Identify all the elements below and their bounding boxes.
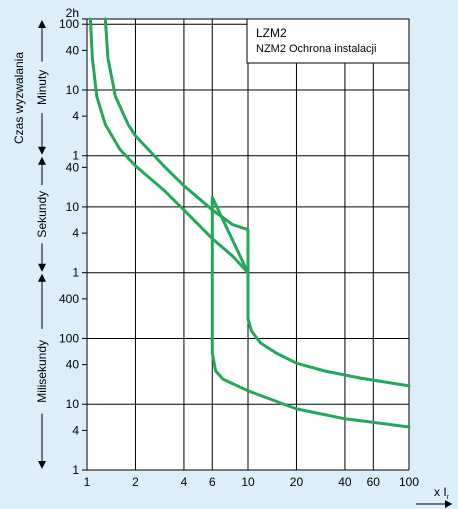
y-tick-label: 10 bbox=[66, 83, 80, 97]
unit-arrow-up bbox=[38, 20, 46, 28]
y-axis-label: Czas wyzwalania bbox=[12, 52, 26, 144]
x-tick-label: 20 bbox=[290, 475, 304, 489]
y-tick-label: 100 bbox=[59, 331, 79, 345]
y-tick-label: 4 bbox=[72, 423, 79, 437]
y-tick-label: 1 bbox=[72, 149, 79, 163]
legend-line-2: NZM2 Ochrona instalacji bbox=[256, 43, 376, 55]
y-tick-label: 400 bbox=[59, 292, 79, 306]
x-axis-label-main: x I bbox=[434, 485, 447, 499]
x-tick-label: 10 bbox=[241, 475, 255, 489]
y-tick-label: 100 bbox=[59, 17, 79, 31]
x-axis-label-sub: r bbox=[447, 494, 450, 501]
unit-label: Minuty bbox=[35, 70, 49, 105]
x-tick-labels: 1 2 4 6 10 20 40 60 100 bbox=[84, 475, 420, 489]
trip-curve-2 bbox=[88, 17, 411, 429]
unit-arrow-down bbox=[38, 263, 46, 272]
y-tick-label: 2h bbox=[66, 6, 79, 20]
curves bbox=[88, 17, 411, 429]
x-tick-label: 4 bbox=[181, 475, 188, 489]
time-unit-labels: Minuty Sekundy Milisekundy bbox=[35, 20, 49, 469]
legend: LZM2 NZM2 Ochrona instalacji bbox=[246, 18, 410, 64]
x-tick-label: 6 bbox=[209, 475, 216, 489]
legend-box bbox=[246, 18, 410, 64]
y-tick-label: 10 bbox=[66, 200, 80, 214]
y-tick-label: 4 bbox=[72, 109, 79, 123]
x-axis-label: x Ir bbox=[416, 485, 452, 508]
legend-line-1: LZM2 bbox=[256, 26, 287, 40]
y-tick-label: 40 bbox=[66, 160, 80, 174]
unit-arrow-down bbox=[38, 461, 46, 469]
unit-arrow-up bbox=[38, 273, 46, 282]
y-tick-label: 4 bbox=[72, 226, 79, 240]
x-tick-label: 1 bbox=[84, 475, 91, 489]
y-tick-label: 40 bbox=[66, 43, 80, 57]
x-tick-label: 2 bbox=[132, 475, 139, 489]
x-tick-label: 60 bbox=[367, 475, 381, 489]
y-tick-label: 1 bbox=[72, 266, 79, 280]
trip-curve-1 bbox=[103, 17, 411, 388]
y-tick-label: 10 bbox=[66, 397, 80, 411]
svg-text:x Ir: x Ir bbox=[434, 485, 450, 501]
x-axis-arrow-head bbox=[445, 500, 452, 508]
x-tick-label: 100 bbox=[399, 475, 419, 489]
unit-arrow-up bbox=[38, 156, 46, 165]
y-tick-label: 1 bbox=[72, 463, 79, 477]
unit-label: Milisekundy bbox=[35, 340, 49, 403]
unit-arrow-down bbox=[38, 146, 46, 155]
unit-label: Sekundy bbox=[35, 191, 49, 238]
x-tick-label: 40 bbox=[338, 475, 352, 489]
y-tick-label: 40 bbox=[66, 358, 80, 372]
